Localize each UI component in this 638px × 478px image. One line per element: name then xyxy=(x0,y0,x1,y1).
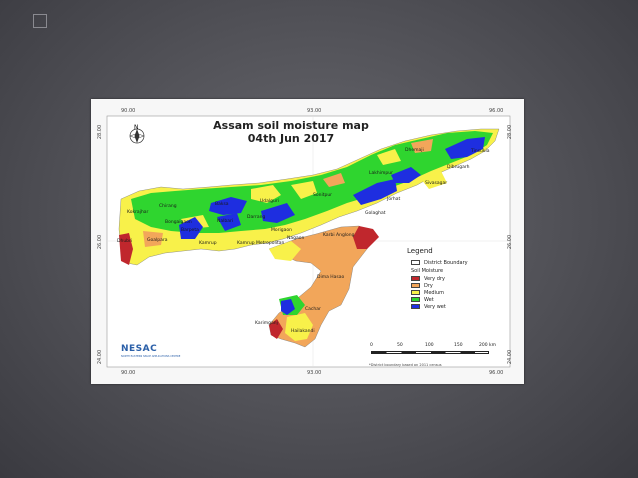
very-dry-dhubri xyxy=(119,233,133,265)
district-label: Kamrup xyxy=(199,241,217,246)
medium-patch-barak xyxy=(285,313,313,341)
district-label: Hailakandi xyxy=(291,329,315,334)
north-arrow xyxy=(129,128,145,144)
lon-label-top: 96.00 xyxy=(489,108,504,114)
slide-corner-mark xyxy=(33,14,47,28)
lon-label-top: 93.00 xyxy=(307,108,322,114)
district-label: Cachar xyxy=(305,307,321,312)
map-title: Assam soil moisture map xyxy=(213,119,369,132)
district-label: Golaghat xyxy=(365,211,386,216)
very-dry-karimganj xyxy=(269,319,283,339)
very-wet-blob-baksa xyxy=(209,197,247,215)
legend-class-item: Wet xyxy=(411,296,507,303)
legend-label: Very dry xyxy=(424,275,445,282)
legend-swatch xyxy=(411,260,420,265)
district-label: Nalbari xyxy=(217,219,234,224)
district-label: Chirang xyxy=(159,204,177,209)
north-label: N xyxy=(134,124,139,131)
district-label: Dhubri xyxy=(117,239,133,244)
dry-patch-goalpara xyxy=(143,231,163,247)
district-label: Dhemaji xyxy=(405,148,424,153)
dry-patch-dhemaji xyxy=(411,139,433,153)
district-label: Morigaon xyxy=(271,228,292,233)
legend-label: Very wet xyxy=(424,303,446,310)
map-svg xyxy=(106,115,511,368)
lat-label-right: 24.00 xyxy=(507,349,514,365)
district-label: Jorhat xyxy=(387,197,401,202)
legend: Legend District Boundary Soil Moisture V… xyxy=(407,247,507,335)
legend-class-item: Dry xyxy=(411,282,507,289)
medium-patch-5 xyxy=(421,171,447,189)
legend-label: District Boundary xyxy=(424,259,468,266)
district-label: Lakhimpur xyxy=(369,171,393,176)
legend-title: Legend xyxy=(407,247,433,255)
soil-moisture-map-card: Assam soil moisture map 04th Jun 2017 N … xyxy=(91,99,524,384)
lat-label-left: 26.00 xyxy=(97,234,104,250)
legend-swatch xyxy=(411,290,420,295)
scale-tick: 100 xyxy=(425,343,434,348)
scale-bar: 0 50 100 150 200 km xyxy=(370,343,497,363)
legend-label: Wet xyxy=(424,296,434,303)
very-wet-blob-lakhimpur xyxy=(391,167,421,183)
legend-class-item: Very wet xyxy=(411,303,507,310)
legend-class-list: Very dry Dry Medium Wet Very wet xyxy=(407,275,507,310)
legend-swatch xyxy=(411,283,420,288)
boundary-note: *District boundary based on 2011 census xyxy=(369,363,442,367)
legend-class-item: Very dry xyxy=(411,275,507,282)
legend-boundary: District Boundary xyxy=(411,259,507,266)
legend-class-item: Medium xyxy=(411,289,507,296)
district-label: Kokrajhar xyxy=(127,210,149,215)
district-label: Darrang xyxy=(247,215,266,220)
district-label: Karbi Anglong xyxy=(323,233,355,238)
lat-label-left: 24.00 xyxy=(97,349,104,365)
district-label: Barpeta xyxy=(181,228,199,233)
legend-label: Medium xyxy=(424,289,444,296)
legend-label: Dry xyxy=(424,282,433,289)
very-wet-blob-dibrugarh xyxy=(445,137,485,159)
district-label: Baksa xyxy=(215,202,229,207)
district-label: Udalguri xyxy=(260,199,279,204)
dry-patch-sonitpur xyxy=(323,173,345,187)
lat-label-right: 26.00 xyxy=(507,234,514,250)
medium-patch-4 xyxy=(377,149,401,165)
lon-label-top: 90.00 xyxy=(121,108,136,114)
legend-swatch xyxy=(411,276,420,281)
district-label: Karimganj xyxy=(255,321,278,326)
lon-label-bottom: 96.00 xyxy=(489,370,504,376)
district-label: Tinsukia xyxy=(471,149,490,154)
legend-swatch xyxy=(411,297,420,302)
lon-label-bottom: 93.00 xyxy=(307,370,322,376)
lat-label-right: 28.00 xyxy=(507,124,514,140)
district-label: Goalpara xyxy=(147,238,168,243)
district-label: Sivasagar xyxy=(425,181,448,186)
medium-patch-1 xyxy=(251,185,281,203)
very-wet-blob-west xyxy=(179,217,203,239)
map-date: 04th Jun 2017 xyxy=(247,132,335,145)
north-indicator: N xyxy=(128,124,146,147)
district-label: Dima Hasao xyxy=(317,275,345,280)
medium-patch-2 xyxy=(291,181,317,199)
scale-tick: 0 xyxy=(370,343,373,348)
scale-tick: 150 xyxy=(454,343,463,348)
district-label: Nagaon xyxy=(287,236,305,241)
scale-tick: 200 km xyxy=(479,343,497,348)
district-label: Kamrup Metropolitan xyxy=(237,241,285,246)
lat-label-left: 28.00 xyxy=(97,124,104,140)
legend-swatch xyxy=(411,304,420,309)
very-wet-blob-jorhat xyxy=(353,179,397,205)
scale-tick: 50 xyxy=(397,343,403,348)
very-wet-barak xyxy=(281,299,295,315)
nesac-logo-subtitle: NORTH EASTERN SPACE APPLICATIONS CENTRE xyxy=(121,355,181,358)
very-wet-blob-darrang xyxy=(261,203,295,223)
medium-patch-south xyxy=(269,241,301,261)
very-wet-blob-nalbari xyxy=(217,213,241,231)
district-label: Bongaigaon xyxy=(165,220,192,225)
scale-bar-graphic xyxy=(371,351,489,354)
nesac-logo: NESAC xyxy=(121,344,158,354)
district-label: Sonitpur xyxy=(313,193,333,198)
lon-label-bottom: 90.00 xyxy=(121,370,136,376)
legend-section: Soil Moisture xyxy=(411,268,444,274)
district-label: Dibrugarh xyxy=(447,165,470,170)
very-dry-karbi xyxy=(353,226,379,249)
